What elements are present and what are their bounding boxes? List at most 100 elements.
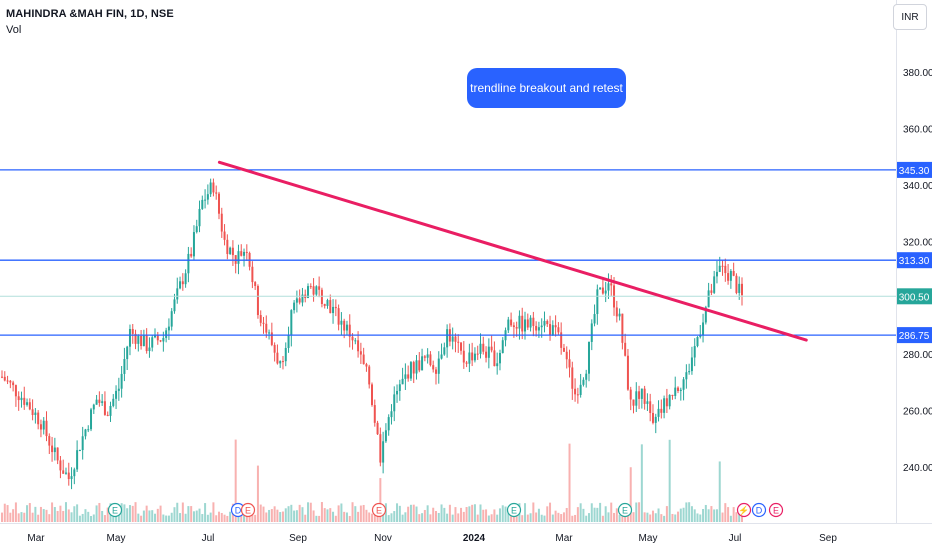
volume-bar [176,502,179,522]
candle-body [496,363,499,367]
candle-body [109,405,112,416]
currency-button[interactable]: INR [893,4,927,30]
volume-bar [290,504,293,522]
volume-bar [237,515,240,522]
candle-body [165,330,168,338]
candle-body [615,307,618,317]
volume-bar [162,514,165,522]
volume-bar [151,510,154,522]
candle-body [76,450,79,470]
candle-body [154,334,157,338]
candle-body [443,347,446,355]
candle-body [507,319,510,331]
candle-body [254,282,257,286]
candle-body [323,303,326,306]
candle-body [312,286,315,295]
candle-body [95,399,98,405]
volume-bar [204,503,207,522]
candle-body [437,358,440,374]
volume-bar [496,514,499,522]
candle-body [101,401,104,403]
volume-bar [663,515,666,522]
volume-bar [412,504,415,522]
volume-bar [34,506,37,522]
candle-body [26,402,29,405]
level-price-label: 313.30 [899,256,930,267]
volume-bar [256,465,259,522]
volume-bar [554,510,557,522]
volume-bar [192,511,195,522]
candle-body [307,286,310,299]
candle-body [526,319,529,328]
annotation-callout[interactable]: trendline breakout and retest [467,68,626,108]
volume-bar [468,506,471,522]
volume-bar [443,507,446,522]
candle-body [184,273,187,285]
volume-bar [585,515,588,522]
x-tick-label: Jul [202,533,215,544]
volume-bar [156,508,159,522]
candle-body [106,414,109,416]
candle-body [220,213,223,232]
candle-body [362,354,365,365]
candle-body [315,286,318,295]
candle-body [156,334,159,341]
candle-body [607,283,610,291]
volume-bar [37,514,40,522]
volume-bar [646,512,649,522]
volume-bar [724,503,727,522]
candle-body [660,408,663,413]
volume-bar [226,515,229,522]
candle-body [140,335,143,347]
volume-bar [187,506,190,522]
candle-body [198,208,201,227]
volume-bar [95,505,98,522]
last-price-label: 300.50 [899,292,930,303]
volume-bar [12,509,15,522]
candle-body [429,354,432,366]
volume-bar [415,506,418,522]
candle-body [457,341,460,343]
candle-body [704,307,707,323]
candle-body [387,417,390,431]
candle-body [590,323,593,342]
volume-bar [557,512,560,522]
candle-body [20,397,23,401]
volume-bar [148,510,151,522]
candle-body [663,398,666,413]
candle-body [396,390,399,395]
volume-bar [262,506,265,522]
candle-body [398,384,401,391]
event-marker [617,502,633,518]
volume-bar [184,513,187,522]
volume-bar [101,510,104,522]
volume-bar [504,506,507,522]
candle-body [501,340,504,353]
volume-bar [340,503,343,522]
volume-bar [23,512,26,522]
candle-body [626,355,629,390]
candle-body [142,335,145,347]
candle-body [265,323,268,333]
candle-body [181,281,184,285]
volume-bar [610,502,613,522]
candle-body [243,251,246,256]
volume-bar [198,508,201,522]
candle-body [270,332,273,345]
candle-body [557,327,560,333]
candle-body [532,317,535,326]
candle-body [610,283,613,286]
candle-body [337,308,340,325]
volume-bar [270,509,273,522]
candle-body [273,344,276,353]
volume-bar [671,513,674,522]
candle-body [735,275,738,293]
candle-body [515,327,518,329]
candle-body [574,388,577,395]
volume-bar [532,502,535,522]
x-tick-label: May [639,533,658,544]
volume-bar [59,505,62,522]
candle-body [9,380,12,383]
